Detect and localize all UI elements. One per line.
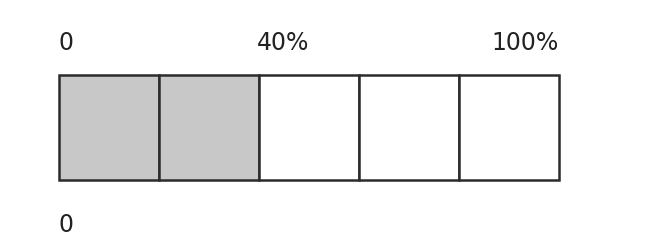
Text: 40%: 40% <box>257 30 309 54</box>
Bar <box>359 75 459 180</box>
Bar <box>459 75 559 180</box>
Text: 0: 0 <box>58 30 73 54</box>
Bar <box>159 75 259 180</box>
Bar <box>259 75 359 180</box>
Text: 0: 0 <box>58 213 73 237</box>
Bar <box>58 75 159 180</box>
Text: 100%: 100% <box>492 30 559 54</box>
